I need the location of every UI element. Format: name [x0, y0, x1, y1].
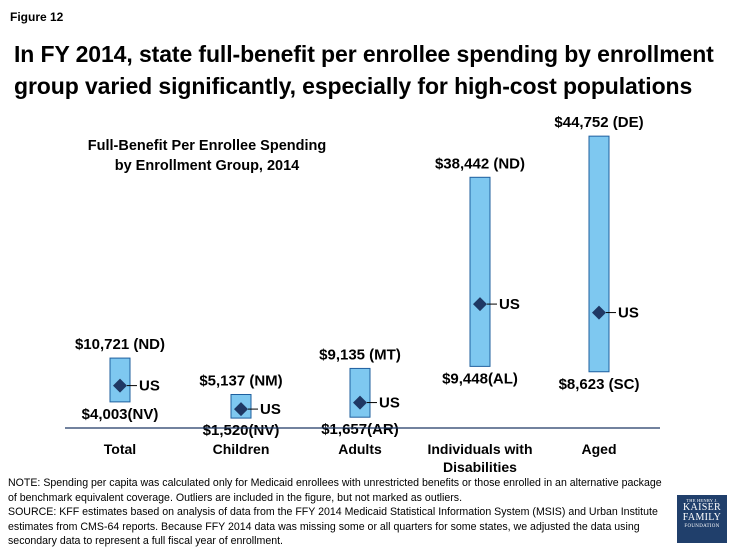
page-title: In FY 2014, state full-benefit per enrol… — [14, 41, 714, 99]
logo-line-2: KAISER — [683, 502, 721, 513]
category-label: Aged — [582, 441, 617, 457]
min-label: $4,003(NV) — [82, 406, 159, 423]
us-label: US — [499, 296, 520, 313]
min-label: $8,623 (SC) — [559, 376, 640, 393]
category-label: Individuals with — [427, 441, 532, 457]
category-label: Children — [213, 441, 270, 457]
logo-line-3: FAMILY — [682, 512, 722, 523]
min-label: $1,520(NV) — [203, 422, 280, 439]
category-label: Adults — [338, 441, 382, 457]
logo-line-4: FOUNDATION — [684, 524, 720, 529]
us-label: US — [618, 305, 639, 322]
kff-logo: THE HENRY J. KAISER FAMILY FOUNDATION — [677, 495, 727, 543]
max-label: $38,442 (ND) — [435, 155, 525, 172]
chart-title-line-1: Full-Benefit Per Enrollee Spending — [87, 138, 327, 154]
us-label: US — [260, 401, 281, 418]
us-marker — [113, 378, 127, 393]
footnotes: NOTE: Spending per capita was calculated… — [8, 476, 670, 549]
max-label: $10,721 (ND) — [75, 336, 165, 353]
logo-line-1: THE HENRY J. — [686, 498, 718, 503]
us-label: US — [379, 395, 400, 412]
us-marker — [592, 305, 606, 320]
category-label: Total — [104, 441, 136, 457]
min-label: $1,657(AR) — [321, 421, 399, 438]
range-bar — [349, 367, 371, 418]
range-bar — [469, 176, 491, 367]
range-chart: US $10,721 (ND) $4,003(NV) Total US $5,137 (N… — [65, 114, 660, 475]
category-label: Disabilities — [443, 459, 517, 475]
min-label: $9,448(AL) — [442, 370, 518, 387]
us-marker — [353, 395, 367, 410]
source-text: SOURCE: KFF estimates based on analysis … — [8, 506, 658, 548]
chart-title: Full-Benefit Per Enrollee Spending by En… — [62, 136, 352, 176]
chart-title-line-2: by Enrollment Group, 2014 — [114, 158, 300, 174]
range-bar — [588, 135, 610, 373]
us-label: US — [139, 378, 160, 395]
us-marker — [473, 297, 487, 312]
max-label: $5,137 (NM) — [199, 372, 282, 389]
max-label: $9,135 (MT) — [319, 346, 401, 363]
max-label: $44,752 (DE) — [554, 114, 643, 131]
note-text: NOTE: Spending per capita was calculated… — [8, 477, 662, 504]
figure-label: Figure 12 — [10, 10, 64, 24]
us-marker — [234, 402, 248, 417]
